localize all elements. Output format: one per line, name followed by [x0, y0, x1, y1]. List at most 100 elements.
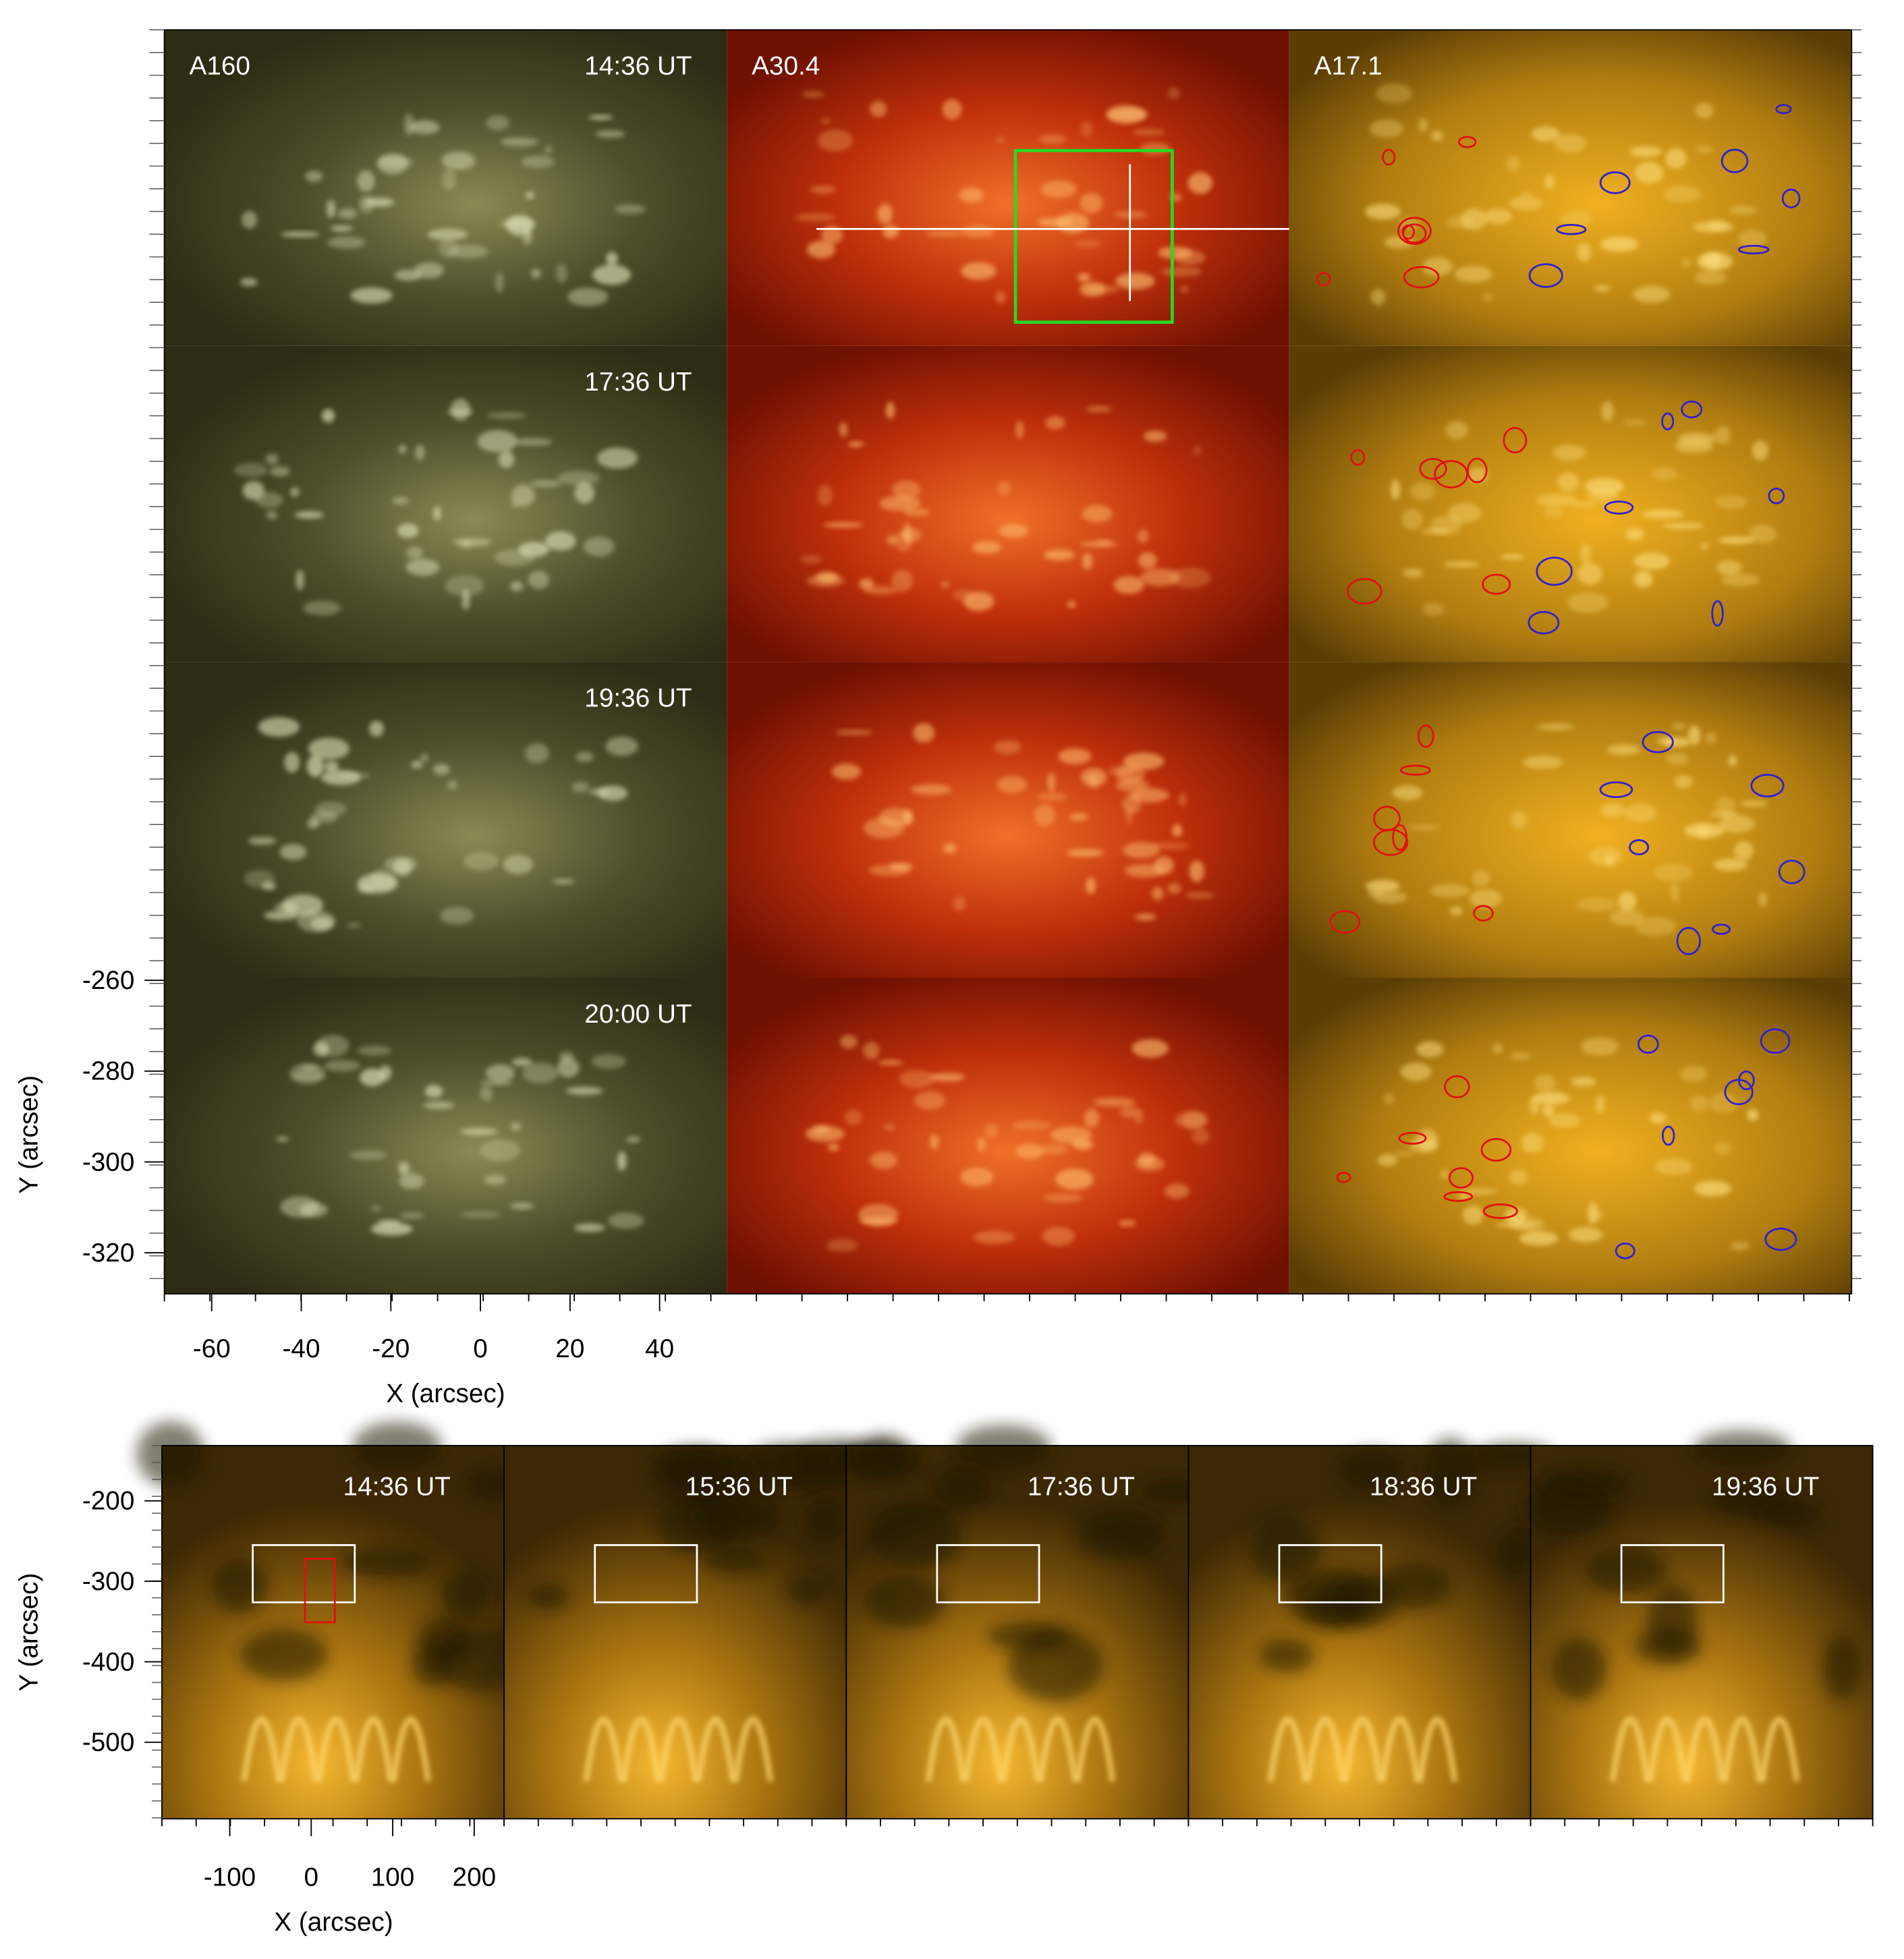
bright-feature: [828, 1143, 839, 1152]
bright-feature: [1689, 1096, 1710, 1112]
bright-feature: [826, 1239, 858, 1252]
coronal-loop: [620, 1716, 662, 1782]
bright-feature: [433, 764, 450, 775]
contour: [1750, 774, 1785, 798]
bright-feature: [1633, 552, 1670, 570]
bright-feature: [925, 229, 963, 237]
bright-feature: [884, 1124, 895, 1131]
bright-feature: [359, 195, 374, 213]
contour: [1443, 1191, 1474, 1202]
panel-background: [164, 977, 727, 1294]
bright-feature: [1694, 270, 1727, 285]
bright-feature: [555, 263, 567, 283]
panel-background: [1188, 1445, 1531, 1819]
bright-feature: [1629, 146, 1662, 157]
bright-feature: [1509, 1052, 1532, 1060]
time-label: 15:36 UT: [685, 1473, 793, 1502]
contour: [1764, 1227, 1797, 1251]
bright-feature: [1577, 563, 1602, 586]
bright-feature: [357, 1045, 391, 1056]
bright-feature: [891, 480, 921, 501]
bright-feature: [997, 482, 1011, 496]
bright-feature: [294, 511, 324, 519]
bright-feature: [1642, 509, 1684, 519]
bright-feature: [484, 1174, 506, 1185]
dark-region: [1822, 1635, 1861, 1701]
bright-feature: [1440, 1169, 1449, 1180]
contour: [1419, 457, 1447, 480]
coronal-loop: [1416, 1716, 1458, 1782]
contour: [1448, 1167, 1474, 1189]
bright-feature: [1665, 148, 1687, 169]
panel-background: [1289, 977, 1852, 1294]
bright-feature: [1050, 1126, 1092, 1144]
bright-feature: [891, 569, 914, 592]
bright-feature: [1067, 600, 1076, 608]
bright-feature: [1134, 913, 1156, 921]
bright-feature: [816, 571, 839, 584]
bright-feature: [513, 438, 553, 446]
dark-region: [803, 1496, 847, 1545]
bright-feature: [1179, 285, 1189, 293]
coronal-loop: [1000, 1716, 1041, 1782]
bright-feature: [377, 153, 408, 175]
bright-feature: [571, 781, 589, 793]
bright-feature: [848, 441, 864, 447]
bright-feature: [1728, 755, 1737, 767]
bright-feature: [1167, 883, 1181, 894]
bright-feature: [509, 581, 524, 592]
image-panel: [727, 345, 1289, 662]
bright-feature: [1557, 472, 1579, 492]
y-axis-label: Y (arcsec): [15, 1573, 44, 1692]
bright-feature: [1431, 130, 1443, 142]
x-tick-label: 200: [453, 1863, 497, 1892]
contour: [1737, 244, 1770, 255]
bright-feature: [1131, 1039, 1169, 1058]
bright-feature: [1172, 824, 1183, 837]
bright-feature: [446, 409, 474, 415]
bright-feature: [1134, 1108, 1144, 1124]
time-label: 18:36 UT: [1370, 1473, 1477, 1502]
bright-feature: [324, 1060, 361, 1072]
bright-feature: [424, 1085, 443, 1098]
bright-feature: [1671, 881, 1679, 903]
bright-feature: [914, 1091, 945, 1110]
contour: [1676, 927, 1701, 955]
bright-feature: [284, 751, 300, 773]
bright-feature: [614, 204, 646, 215]
bright-feature: [1137, 529, 1149, 544]
bright-feature: [1692, 222, 1734, 233]
bright-feature: [505, 215, 534, 236]
bright-feature: [1140, 568, 1181, 586]
bright-feature: [574, 482, 595, 504]
bright-feature: [1422, 602, 1445, 617]
bright-feature: [1045, 416, 1065, 430]
bright-feature: [1132, 128, 1166, 136]
dark-region: [1586, 1546, 1668, 1593]
bright-feature: [500, 137, 539, 147]
bright-feature: [1695, 103, 1714, 119]
coronal-loop: [657, 1716, 699, 1782]
bright-feature: [1449, 906, 1463, 916]
bright-feature: [530, 480, 562, 487]
bright-feature: [1069, 813, 1088, 821]
bright-feature: [1618, 891, 1637, 911]
contour: [1403, 266, 1440, 289]
bright-feature: [316, 1034, 349, 1057]
bright-feature: [1041, 180, 1077, 198]
bright-feature: [480, 1080, 513, 1086]
bright-feature: [1139, 142, 1171, 155]
bright-feature: [346, 922, 362, 928]
bright-feature: [1523, 756, 1563, 769]
bright-feature: [485, 1064, 515, 1082]
bright-feature: [1420, 528, 1451, 534]
image-panel: [727, 662, 1289, 978]
x-tick-label: 0: [304, 1863, 318, 1892]
bright-feature: [447, 779, 458, 790]
coronal-loop: [278, 1716, 320, 1782]
bright-feature: [1714, 426, 1731, 445]
bright-feature: [1383, 1093, 1395, 1105]
bright-feature: [1081, 121, 1093, 138]
channel-label: A30.4: [752, 52, 820, 81]
